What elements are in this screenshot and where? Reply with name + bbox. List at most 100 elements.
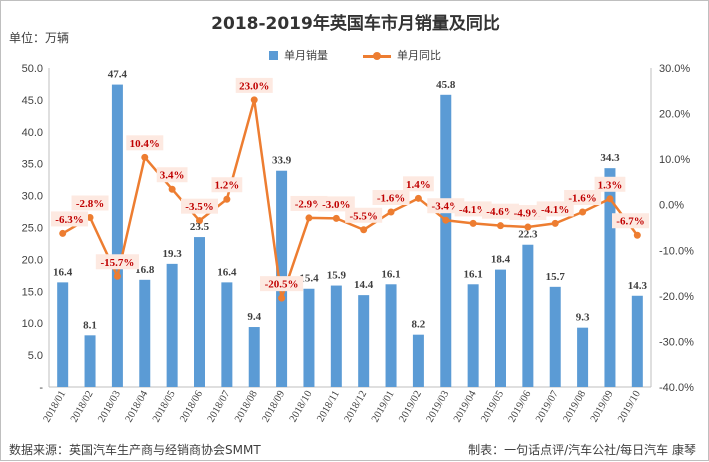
y-right-tick-label: 30.0%: [659, 63, 690, 75]
line-value-label: -3.4%: [432, 201, 460, 213]
y-left-tick-label: 35.0: [22, 159, 43, 171]
y-left-tick-label: 30.0: [22, 191, 43, 203]
line-point: [305, 214, 313, 222]
bar: [221, 282, 233, 387]
x-tick-label: 2019/10: [616, 389, 643, 424]
bar: [194, 237, 205, 387]
legend: 单月销量 单月同比: [1, 47, 709, 65]
legend-line-swatch: [363, 51, 391, 60]
line-value-label: -3.0%: [322, 199, 350, 211]
line-value-label: 1.2%: [214, 180, 239, 192]
line-value-label: -5.5%: [349, 210, 377, 222]
line-point: [141, 153, 149, 161]
legend-item-bar: 单月销量: [269, 47, 328, 63]
bar-value-label: 33.9: [272, 155, 292, 167]
x-tick-label: 2018/01: [42, 389, 69, 424]
line-label-box: [156, 167, 188, 183]
author-note: 制表：一句话点评/汽车公社/每日汽车 康琴: [468, 443, 696, 457]
line-point: [223, 195, 231, 203]
line-point: [86, 213, 94, 221]
bar: [522, 244, 534, 387]
line-label-box: [612, 213, 649, 229]
line-label-box: [235, 77, 273, 93]
line-point: [633, 231, 641, 239]
line-label-box: [372, 190, 410, 206]
chart-title: 2018-2019年英国车市月销量及同比: [211, 14, 500, 34]
line-value-label: 3.4%: [160, 170, 185, 182]
line-point: [196, 217, 203, 225]
x-tick-label: 2018/12: [343, 389, 370, 424]
bar-value-label: 22.3: [518, 229, 538, 241]
line-value-label: -4.9%: [514, 208, 542, 220]
line-value-label: -20.5%: [265, 279, 299, 291]
bar-value-label: 9.3: [576, 312, 590, 324]
x-tick-label: 2019/09: [589, 389, 616, 424]
line-value-label: 10.4%: [130, 138, 160, 150]
bar-value-label: 16.1: [381, 268, 400, 280]
line-point: [387, 208, 395, 216]
line-value-label: -6.7%: [616, 216, 644, 228]
y-right-tick-label: 10.0%: [659, 154, 690, 166]
legend-bar-swatch: [269, 50, 278, 60]
line-point: [250, 96, 258, 104]
line-value-label: -1.6%: [377, 193, 405, 205]
line-value-label: -3.5%: [185, 201, 213, 213]
bar-value-label: 45.8: [436, 79, 456, 91]
bar-value-label: 16.4: [217, 266, 237, 278]
line-value-label: -15.7%: [100, 257, 134, 269]
line-label-box: [259, 276, 304, 292]
bar: [330, 285, 342, 387]
x-tick-label: 2019/08: [561, 389, 588, 424]
bar-value-label: 15.7: [546, 271, 566, 283]
line-point: [606, 195, 614, 203]
line-value-label: -4.6%: [486, 206, 514, 218]
line-point: [278, 294, 286, 302]
bar: [166, 263, 178, 387]
bar-value-label: 8.2: [412, 319, 426, 331]
bar-value-label: 19.3: [163, 248, 183, 260]
bar-value-label: 15.9: [327, 270, 347, 282]
bar: [549, 286, 561, 387]
line-value-label: -6.3%: [55, 214, 83, 226]
bar-value-label: 34.3: [600, 152, 620, 164]
y-left-tick-label: 45.0: [22, 95, 43, 107]
y-left-tick-label: 5.0: [28, 350, 43, 362]
line-point: [497, 222, 504, 230]
bar: [577, 327, 589, 387]
line-label-box: [51, 211, 88, 227]
line-point: [469, 219, 477, 227]
x-tick-label: 2019/07: [534, 389, 561, 424]
bar: [358, 295, 370, 387]
bar: [604, 168, 616, 387]
line-point: [524, 223, 532, 231]
line-label-box: [71, 195, 109, 211]
x-tick-label: 2018/02: [69, 389, 96, 424]
bar: [631, 295, 643, 387]
bar-value-label: 16.4: [53, 266, 73, 278]
bar-value-label: 15.4: [299, 273, 319, 285]
bar: [303, 288, 315, 387]
bar-value-label: 23.5: [190, 221, 210, 233]
y-left-tick-label: -: [39, 382, 43, 394]
bar: [57, 282, 69, 387]
bar: [84, 335, 96, 387]
bar: [385, 284, 397, 387]
x-tick-label: 2018/10: [288, 389, 315, 424]
line-value-label: -2.9%: [295, 198, 323, 210]
line-value-label: 1.4%: [406, 179, 431, 191]
legend-bar-label: 单月销量: [284, 49, 328, 62]
line-label-box: [181, 198, 218, 214]
line-value-label: 23.0%: [239, 80, 269, 92]
x-tick-label: 2019/06: [507, 389, 534, 424]
bar: [111, 84, 123, 387]
line-label-box: [594, 176, 626, 192]
y-right-tick-label: -40.0%: [659, 382, 694, 394]
bar-value-label: 47.4: [108, 69, 128, 81]
line-point: [332, 214, 340, 222]
x-tick-label: 2019/04: [452, 388, 479, 424]
x-tick-label: 2018/06: [178, 389, 205, 424]
bar: [440, 94, 452, 388]
line-label-box: [317, 196, 355, 212]
line-point: [579, 208, 587, 216]
